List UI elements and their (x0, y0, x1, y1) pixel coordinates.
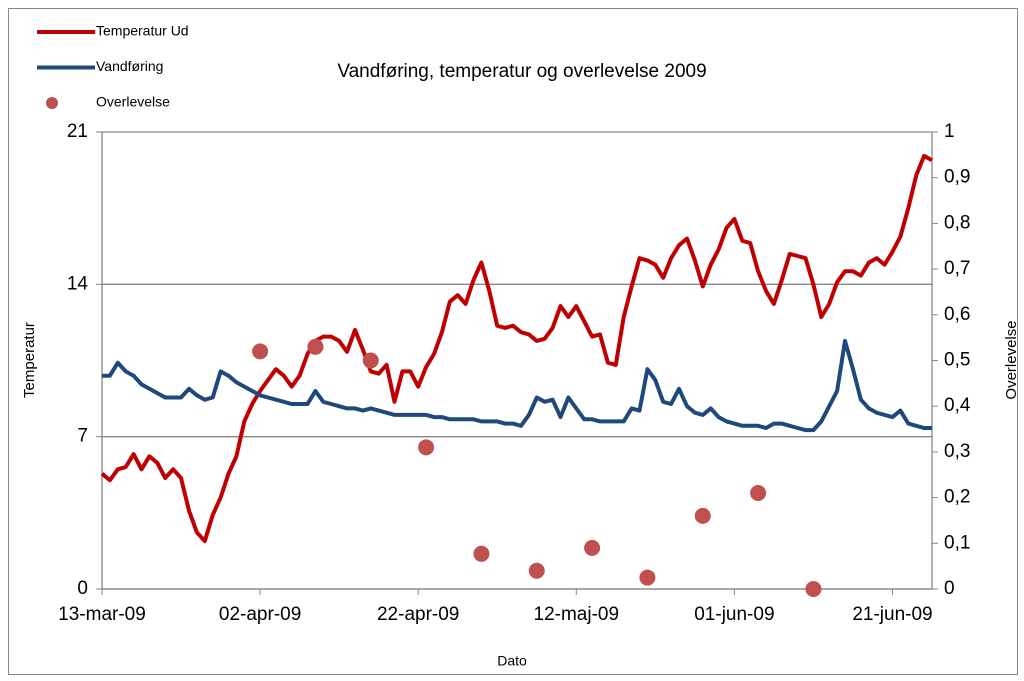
data-point (639, 569, 656, 586)
y-axis-title: Temperatur (21, 322, 38, 398)
y2-tick-label: 0,6 (944, 304, 970, 325)
x-tick-label: 01-jun-09 (694, 604, 774, 625)
y2-tick-label: 0 (944, 578, 955, 599)
legend-swatch (46, 97, 58, 109)
y2-tick-label: 0,1 (944, 532, 970, 553)
data-point (362, 352, 379, 369)
y-tick-label: 0 (77, 578, 88, 599)
y-tick-label: 7 (77, 426, 88, 447)
x-axis-title: Dato (497, 653, 527, 669)
data-point (805, 581, 822, 597)
y-tick-label: 14 (67, 273, 89, 294)
y-tick-label: 21 (67, 121, 88, 142)
y2-tick-label: 1 (944, 121, 955, 142)
data-point (473, 545, 490, 562)
x-tick-label: 21-jun-09 (852, 604, 932, 625)
y2-tick-label: 0,8 (944, 212, 970, 233)
data-point (528, 562, 545, 579)
data-point (307, 338, 324, 355)
x-tick-label: 13-mar-09 (58, 604, 146, 625)
data-point (418, 439, 435, 456)
y2-axis-title: Overlevelse (1003, 320, 1020, 399)
data-line (102, 338, 932, 433)
x-tick-label: 02-apr-09 (219, 604, 301, 625)
y2-tick-label: 0,4 (944, 395, 971, 416)
y2-tick-label: 0,9 (944, 167, 970, 188)
legend-label: Overlevelse (96, 94, 170, 110)
x-tick-label: 22-apr-09 (377, 604, 459, 625)
data-point (750, 485, 767, 502)
y2-tick-label: 0,5 (944, 350, 970, 371)
data-point (252, 343, 269, 360)
legend-label: Vandføring (96, 58, 163, 74)
x-tick-label: 12-maj-09 (534, 604, 620, 625)
legend-label: Temperatur Ud (96, 23, 189, 39)
y2-tick-label: 0,7 (944, 258, 970, 279)
data-point (584, 539, 601, 556)
chart-border (8, 8, 1018, 675)
data-point (694, 507, 711, 524)
y2-tick-label: 0,3 (944, 441, 970, 462)
chart-title: Vandføring, temperatur og overlevelse 20… (337, 61, 706, 82)
y2-tick-label: 0,2 (944, 487, 970, 508)
data-line (100, 153, 933, 544)
